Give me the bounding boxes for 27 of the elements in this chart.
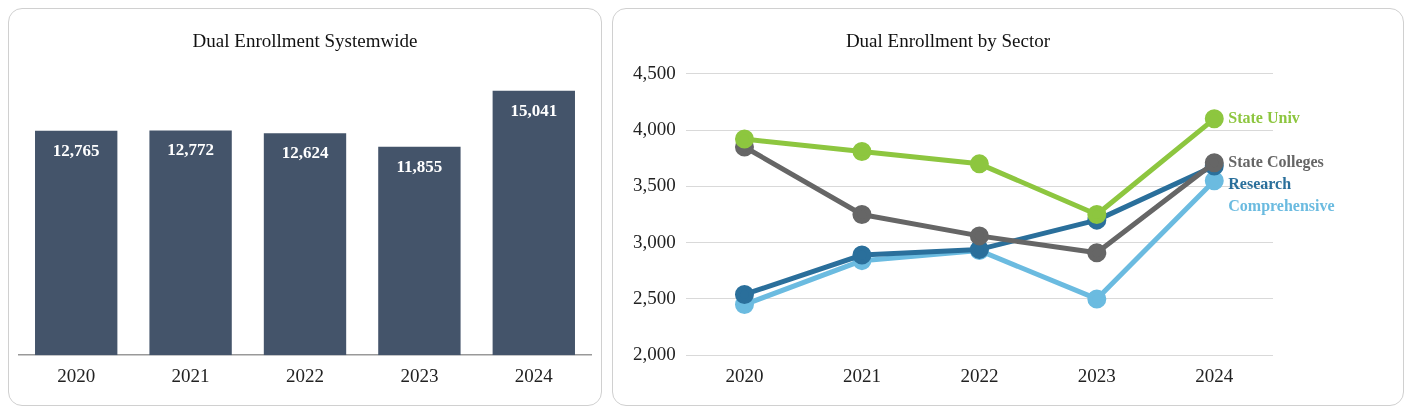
data-label: 12,624 — [281, 143, 329, 163]
x-tick-label: 2021 — [171, 364, 210, 386]
y-tick-label: 3,500 — [633, 174, 676, 196]
x-tick-label: 2024 — [514, 364, 554, 386]
chart-title: Dual Enrollment by Sector — [845, 30, 1051, 52]
series-label: Research — [1228, 174, 1292, 192]
series-label: State Univ — [1228, 108, 1300, 126]
x-tick-label: 2022 — [286, 364, 324, 386]
x-tick-label: 2021 — [842, 364, 881, 386]
data-label: 15,041 — [510, 100, 558, 120]
y-tick-label: 4,500 — [633, 61, 676, 83]
chart-title: Dual Enrollment Systemwide — [192, 30, 418, 52]
x-tick-label: 2020 — [57, 364, 96, 386]
series-label: State Colleges — [1228, 152, 1324, 171]
y-tick-label: 2,000 — [633, 343, 676, 365]
y-tick-label: 4,000 — [633, 118, 676, 140]
series-label: Comprehensive — [1228, 196, 1335, 215]
x-tick-label: 2022 — [960, 364, 999, 386]
y-tick-label: 3,000 — [633, 230, 676, 252]
x-tick-label: 2023 — [400, 364, 439, 386]
y-tick-label: 2,500 — [633, 286, 676, 308]
data-label: 11,855 — [396, 156, 443, 176]
x-tick-label: 2024 — [1195, 364, 1234, 386]
data-label: 12,765 — [52, 140, 100, 160]
x-tick-label: 2023 — [1077, 364, 1116, 386]
data-label: 12,772 — [167, 140, 214, 160]
x-tick-label: 2020 — [725, 364, 764, 386]
